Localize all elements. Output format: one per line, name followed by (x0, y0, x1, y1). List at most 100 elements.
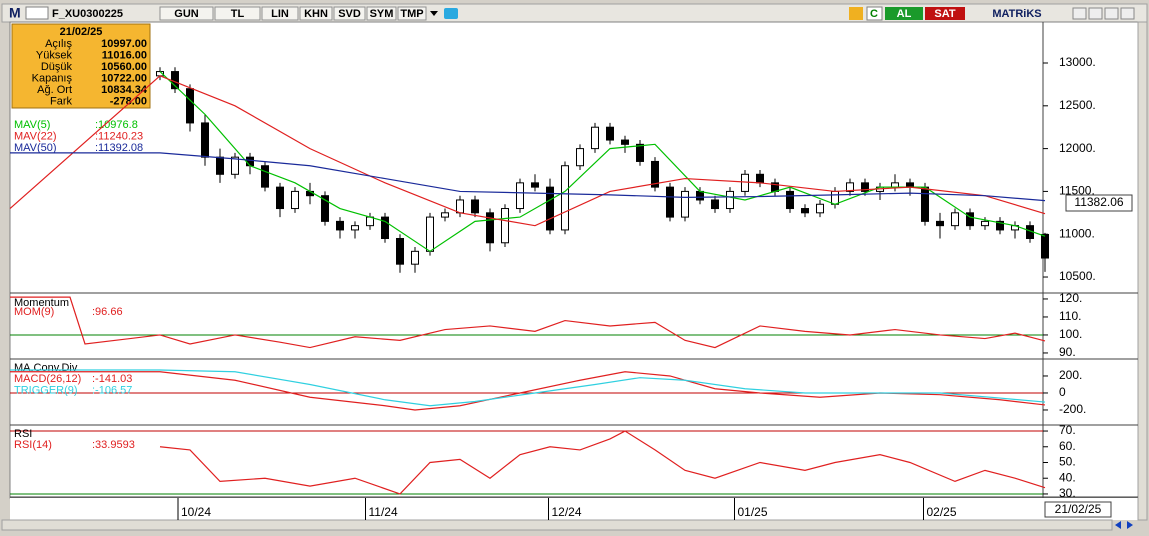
candle-body (246, 156, 254, 167)
y-tick-label: 60. (1059, 439, 1076, 453)
candle-body (216, 156, 224, 175)
candle-body (471, 199, 479, 214)
candle-body (501, 208, 509, 244)
panel-title: RSI (14, 428, 32, 440)
c-button[interactable] (866, 6, 883, 21)
candle-body (441, 212, 449, 218)
info-value: 10997.00 (101, 38, 147, 50)
candle-body (486, 212, 494, 244)
info-box (11, 23, 151, 109)
y-tick-label: 10500. (1059, 269, 1096, 283)
buy-label: AL (897, 8, 912, 20)
candle-body (591, 126, 599, 150)
chart-icon[interactable] (25, 6, 49, 20)
y-tick-label: 12500. (1059, 98, 1096, 112)
y-tick-label: 100. (1059, 327, 1082, 341)
buy-button[interactable] (885, 7, 923, 20)
v-scrollbar[interactable] (1137, 21, 1148, 521)
toolbar-button[interactable] (261, 6, 299, 21)
sell-label: SAT (934, 8, 955, 20)
candle-body (861, 182, 869, 192)
info-label: Açılış (45, 38, 72, 50)
candle-body (696, 190, 704, 201)
toolbar-button[interactable] (299, 6, 333, 21)
candle-body (531, 182, 539, 188)
candle-body (1041, 233, 1049, 259)
info-label: Yüksek (36, 49, 73, 61)
toolbar-button[interactable] (397, 6, 427, 21)
h-scrollbar[interactable] (1, 519, 1113, 531)
legend-name: MAV(50) (14, 142, 57, 154)
y-tick-label: 50. (1059, 455, 1076, 469)
y-tick-label: 90. (1059, 345, 1076, 359)
info-value: 11016.00 (102, 49, 147, 61)
legend-name: MACD(26,12) (14, 373, 81, 385)
candle-body (396, 237, 404, 265)
toolbar-button-label: SYM (370, 8, 394, 20)
y-tick-label: 30. (1059, 486, 1076, 500)
candle-body (276, 186, 284, 210)
dropdown-arrow[interactable] (430, 11, 438, 16)
close-button[interactable] (1120, 7, 1135, 20)
candle-body (411, 250, 419, 265)
panel-title: Momentum (14, 297, 69, 309)
flash-icon[interactable] (849, 7, 863, 20)
sell-button[interactable] (925, 7, 965, 20)
info-label: Fark (50, 95, 73, 107)
legend-value: :11392.08 (95, 142, 143, 154)
legend-value: :11240.23 (95, 130, 143, 142)
y-tick-label: 11000. (1059, 226, 1095, 240)
scroll-arrows[interactable] (1115, 521, 1133, 529)
info-value: 10560.00 (101, 61, 147, 73)
restore-button[interactable] (1088, 7, 1103, 20)
logo[interactable]: M (9, 5, 21, 21)
candle-body (186, 88, 194, 124)
twitter-icon[interactable] (444, 8, 458, 19)
toolbar-button[interactable] (214, 6, 261, 21)
candle-body (801, 208, 809, 214)
candle-body (996, 220, 1004, 231)
candle-body (351, 225, 359, 231)
toolbar-button-label: TL (231, 8, 245, 20)
candle-body (846, 182, 854, 192)
date-box (1044, 501, 1112, 518)
candle-body (261, 165, 269, 188)
toolbar-button[interactable] (366, 6, 397, 21)
x-tick-label: 10/24 (181, 505, 211, 519)
info-label: Kapanış (32, 72, 73, 84)
last-value: 11382.06 (1074, 195, 1123, 209)
legend-name: MAV(5) (14, 119, 50, 131)
info-value: 10834.34 (101, 84, 148, 96)
legend-value: :-141.03 (92, 373, 132, 385)
legend-name: RSI(14) (14, 439, 52, 451)
candle-body (936, 220, 944, 227)
y-tick-label: 70. (1059, 423, 1076, 437)
y-tick-label: 120. (1059, 291, 1082, 305)
candle-body (516, 182, 524, 210)
toolbar-button-label: LIN (271, 8, 289, 20)
symbol[interactable]: F_XU0300225 (52, 8, 123, 20)
candle-body (681, 190, 689, 218)
candle-body (546, 186, 554, 231)
legend-name: MAV(22) (14, 130, 57, 142)
candle-body (231, 156, 239, 175)
legend-value: :96.66 (92, 306, 123, 318)
maximize-button[interactable] (1104, 7, 1119, 20)
y-tick-label: 110. (1059, 309, 1081, 323)
y-tick-label: 40. (1059, 470, 1076, 484)
candle-body (906, 182, 914, 188)
minimize-button[interactable] (1072, 7, 1087, 20)
candle-body (336, 220, 344, 231)
x-axis-bg (10, 498, 1138, 520)
indicator-line (9, 75, 1046, 227)
x-tick-label: 01/25 (738, 505, 768, 519)
candle-body (951, 212, 959, 227)
toolbar-button[interactable] (159, 6, 214, 21)
candle-body (966, 212, 974, 227)
candle-body (741, 173, 749, 192)
toolbar-button-label: KHN (304, 8, 328, 20)
toolbar-button[interactable] (333, 6, 366, 21)
candle-body (291, 190, 299, 210)
candle-body (756, 173, 764, 184)
